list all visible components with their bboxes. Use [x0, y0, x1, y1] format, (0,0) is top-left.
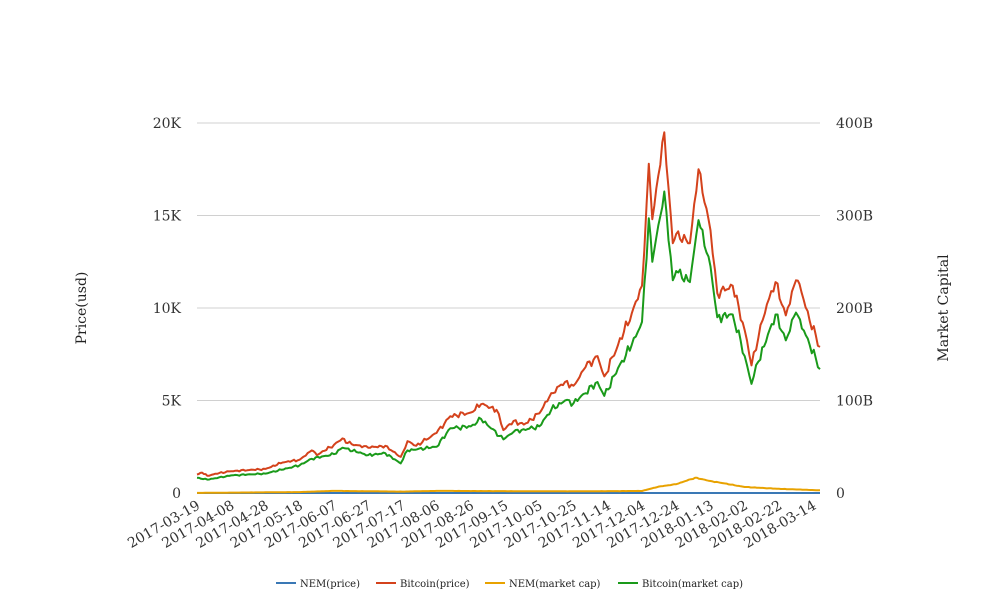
- y-left-tick-label: 10K: [153, 301, 182, 317]
- y-axis-right-ticks: 0 100B 200B 300B 400B: [836, 116, 873, 502]
- legend-label: NEM(market cap): [509, 579, 601, 590]
- series-line-bitcoin-price: [196, 131, 821, 477]
- legend: NEM(price) Bitcoin(price) NEM(market cap) B…: [276, 579, 743, 590]
- y-right-tick-label: 300B: [836, 209, 873, 225]
- legend-label: NEM(price): [300, 579, 360, 590]
- y-left-tick-label: 0: [172, 486, 181, 502]
- y-right-tick-label: 0: [836, 486, 845, 502]
- y-right-tick-label: 100B: [836, 394, 873, 410]
- gridlines: [197, 122, 820, 494]
- y-axis-left-ticks: 0 5K 10K 15K 20K: [153, 116, 182, 502]
- series-lines: [196, 131, 821, 494]
- y-left-tick-label: 20K: [153, 116, 182, 132]
- legend-label: Bitcoin(price): [400, 579, 470, 590]
- y-right-tick-label: 200B: [836, 301, 873, 317]
- legend-label: Bitcoin(market cap): [642, 579, 743, 590]
- series-line-nem-market-cap: [197, 476, 820, 494]
- y-axis-left-title: Price(usd): [74, 272, 90, 345]
- y-axis-right-title: Market Capital: [936, 254, 952, 362]
- x-axis-ticks: 2017-03-192017-04-082017-04-282017-05-18…: [125, 498, 819, 552]
- y-right-tick-label: 400B: [836, 116, 873, 132]
- y-left-tick-label: 15K: [153, 209, 182, 225]
- series-line-bitcoin-market-cap: [196, 190, 821, 481]
- y-left-tick-label: 5K: [162, 394, 182, 410]
